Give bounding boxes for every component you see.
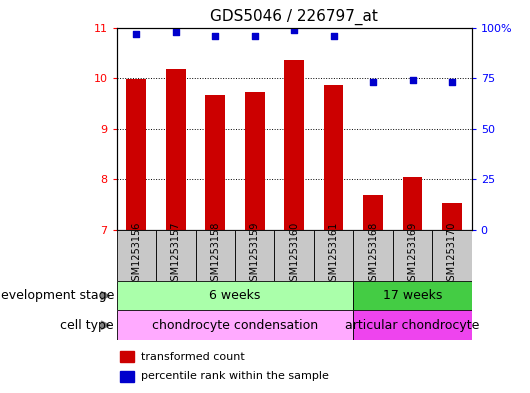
Text: development stage: development stage bbox=[0, 289, 114, 302]
Text: GSM1253159: GSM1253159 bbox=[250, 222, 260, 287]
Point bbox=[290, 26, 298, 33]
Point bbox=[329, 33, 338, 39]
FancyBboxPatch shape bbox=[354, 230, 393, 281]
Bar bbox=[127, 79, 146, 230]
FancyBboxPatch shape bbox=[275, 230, 314, 281]
Text: GSM1253168: GSM1253168 bbox=[368, 222, 378, 287]
Text: GSM1253160: GSM1253160 bbox=[289, 222, 299, 287]
Point bbox=[211, 33, 219, 39]
Bar bbox=[442, 203, 462, 230]
Text: cell type: cell type bbox=[60, 319, 114, 332]
FancyBboxPatch shape bbox=[235, 230, 275, 281]
Title: GDS5046 / 226797_at: GDS5046 / 226797_at bbox=[210, 9, 378, 25]
Text: chondrocyte condensation: chondrocyte condensation bbox=[152, 319, 318, 332]
Bar bbox=[166, 69, 185, 230]
FancyBboxPatch shape bbox=[117, 310, 354, 340]
FancyBboxPatch shape bbox=[393, 230, 432, 281]
Text: GSM1253156: GSM1253156 bbox=[131, 222, 142, 287]
FancyBboxPatch shape bbox=[432, 230, 472, 281]
Bar bbox=[363, 195, 383, 230]
Text: GSM1253157: GSM1253157 bbox=[171, 222, 181, 287]
Point bbox=[172, 28, 180, 35]
Bar bbox=[120, 371, 135, 382]
Point bbox=[408, 77, 417, 83]
Bar bbox=[206, 95, 225, 230]
Text: 6 weeks: 6 weeks bbox=[209, 289, 261, 302]
Bar bbox=[120, 351, 135, 362]
Text: GSM1253161: GSM1253161 bbox=[329, 222, 339, 287]
FancyBboxPatch shape bbox=[196, 230, 235, 281]
Point bbox=[448, 79, 456, 85]
Bar bbox=[284, 61, 304, 230]
FancyBboxPatch shape bbox=[156, 230, 196, 281]
Point bbox=[369, 79, 377, 85]
Point bbox=[251, 33, 259, 39]
Text: GSM1253158: GSM1253158 bbox=[210, 222, 220, 287]
Bar bbox=[245, 92, 264, 230]
Text: transformed count: transformed count bbox=[142, 352, 245, 362]
Point bbox=[132, 30, 140, 37]
Text: GSM1253170: GSM1253170 bbox=[447, 222, 457, 287]
Bar bbox=[403, 177, 422, 230]
Text: articular chondrocyte: articular chondrocyte bbox=[346, 319, 480, 332]
FancyBboxPatch shape bbox=[117, 281, 354, 310]
Text: GSM1253169: GSM1253169 bbox=[408, 222, 418, 287]
FancyBboxPatch shape bbox=[354, 281, 472, 310]
Text: percentile rank within the sample: percentile rank within the sample bbox=[142, 371, 329, 382]
FancyBboxPatch shape bbox=[117, 230, 156, 281]
FancyBboxPatch shape bbox=[314, 230, 354, 281]
FancyBboxPatch shape bbox=[354, 310, 472, 340]
Text: 17 weeks: 17 weeks bbox=[383, 289, 442, 302]
Bar bbox=[324, 84, 343, 230]
